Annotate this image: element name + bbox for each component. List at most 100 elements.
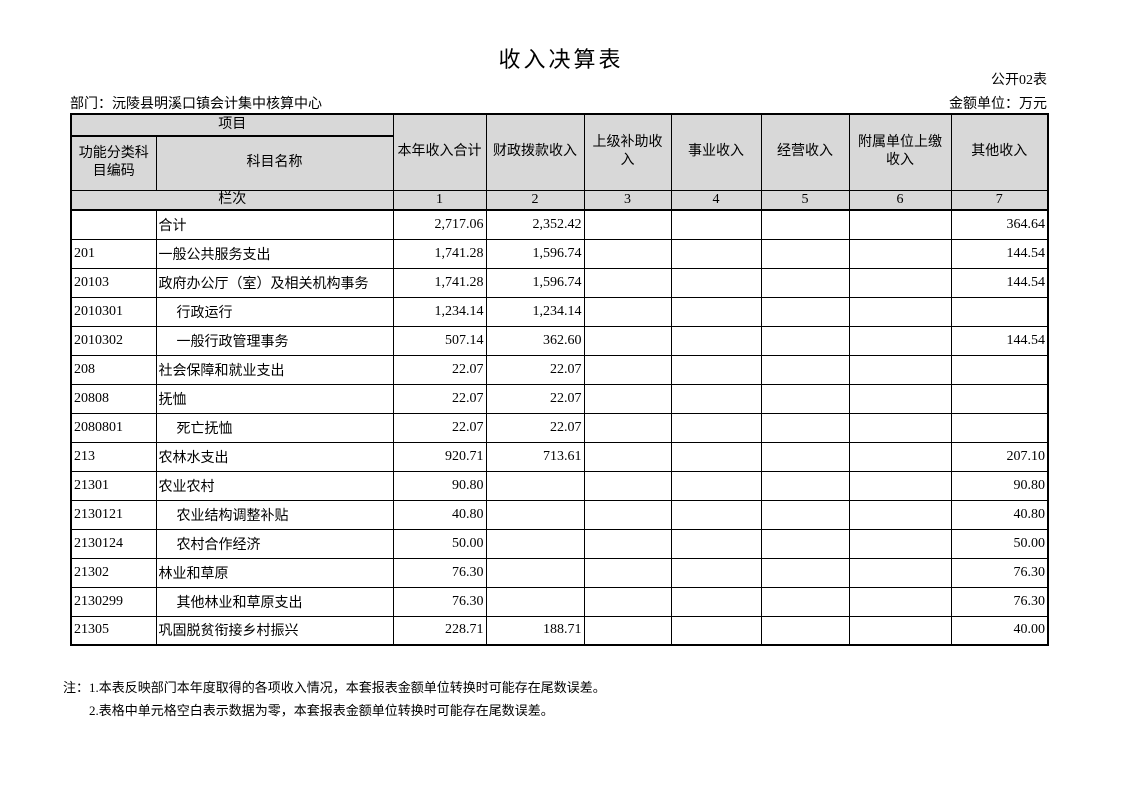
code-cell: 201 xyxy=(70,238,157,269)
code-cell: 21301 xyxy=(70,470,157,501)
value-cell: 2,352.42 xyxy=(485,209,585,240)
value-cell xyxy=(760,383,850,414)
code-cell: 21302 xyxy=(70,557,157,588)
code-cell: 21305 xyxy=(70,615,157,646)
value-cell xyxy=(848,470,952,501)
subject-cell: 政府办公厅（室）及相关机构事务 xyxy=(155,267,394,298)
value-cell xyxy=(670,267,762,298)
unit-label: 金额单位：万元 xyxy=(949,97,1047,112)
value-cell xyxy=(848,528,952,559)
value-cell: 22.07 xyxy=(392,383,487,414)
footnote-line: 1.本表反映部门本年度取得的各项收入情况，本套报表金额单位转换时可能存在尾数误差… xyxy=(89,680,606,695)
table-row: 20103 政府办公厅（室）及相关机构事务 1,741.28 1,596.74 … xyxy=(70,267,1049,298)
table-row: 2010301 行政运行 1,234.14 1,234.14 xyxy=(70,296,1049,327)
header-row-project: 项目 本年收入合计 财政拨款收入 上级补助收入 事业收入 经营收入 附属单位上缴… xyxy=(70,113,1049,191)
subject-cell: 农村合作经济 xyxy=(155,528,394,559)
value-cell xyxy=(670,499,762,530)
table-row: 21301 农业农村 90.80 90.80 xyxy=(70,470,1049,501)
value-cell: 22.07 xyxy=(485,354,585,385)
header-code: 功能分类科目编码 xyxy=(70,135,157,191)
table-row: 20808 抚恤 22.07 22.07 xyxy=(70,383,1049,414)
value-cell xyxy=(760,412,850,443)
value-cell xyxy=(583,441,672,472)
value-cell xyxy=(760,499,850,530)
value-cell xyxy=(583,383,672,414)
value-cell xyxy=(670,383,762,414)
value-cell: 50.00 xyxy=(950,528,1049,559)
table-row: 2080801 死亡抚恤 22.07 22.07 xyxy=(70,412,1049,443)
value-cell xyxy=(950,354,1049,385)
subject-cell: 行政运行 xyxy=(155,296,394,327)
header-col-number: 2 xyxy=(485,189,585,211)
subject-cell: 社会保障和就业支出 xyxy=(155,354,394,385)
value-cell: 22.07 xyxy=(485,383,585,414)
value-cell xyxy=(583,209,672,240)
value-cell xyxy=(848,296,952,327)
footnotes: 注： 1.本表反映部门本年度取得的各项收入情况，本套报表金额单位转换时可能存在尾… xyxy=(63,676,1082,722)
value-cell: 1,234.14 xyxy=(392,296,487,327)
header-col-number: 4 xyxy=(670,189,762,211)
value-cell: 40.00 xyxy=(950,615,1049,646)
value-cell: 507.14 xyxy=(392,325,487,356)
subject-cell: 死亡抚恤 xyxy=(155,412,394,443)
code-cell: 2130124 xyxy=(70,528,157,559)
value-cell xyxy=(950,296,1049,327)
value-cell xyxy=(583,296,672,327)
footnote-line: 2.表格中单元格空白表示数据为零，本套报表金额单位转换时可能存在尾数误差。 xyxy=(89,703,554,718)
value-cell xyxy=(760,296,850,327)
value-cell: 22.07 xyxy=(392,354,487,385)
code-cell: 20103 xyxy=(70,267,157,298)
subject-cell: 其他林业和草原支出 xyxy=(155,586,394,617)
value-cell: 207.10 xyxy=(950,441,1049,472)
value-cell xyxy=(848,238,952,269)
value-cell: 90.80 xyxy=(392,470,487,501)
value-cell xyxy=(670,238,762,269)
meta-row: 部门：沅陵县明溪口镇会计集中核算中心 金额单位：万元 xyxy=(70,93,1047,113)
value-cell xyxy=(485,557,585,588)
value-cell xyxy=(583,354,672,385)
subject-cell: 农业结构调整补贴 xyxy=(155,499,394,530)
value-cell xyxy=(848,586,952,617)
value-cell xyxy=(760,238,850,269)
value-cell xyxy=(760,325,850,356)
value-cell: 144.54 xyxy=(950,325,1049,356)
value-cell: 22.07 xyxy=(485,412,585,443)
table-row: 2010302 一般行政管理事务 507.14 362.60 144.54 xyxy=(70,325,1049,356)
table-row: 合计 2,717.06 2,352.42 364.64 xyxy=(70,209,1049,240)
subject-cell: 林业和草原 xyxy=(155,557,394,588)
value-cell xyxy=(670,528,762,559)
value-cell: 1,741.28 xyxy=(392,267,487,298)
value-cell: 1,596.74 xyxy=(485,238,585,269)
value-cell xyxy=(485,470,585,501)
value-cell xyxy=(760,209,850,240)
subject-cell: 巩固脱贫衔接乡村振兴 xyxy=(155,615,394,646)
value-cell xyxy=(583,557,672,588)
value-cell xyxy=(670,296,762,327)
value-cell xyxy=(583,238,672,269)
code-cell: 2130299 xyxy=(70,586,157,617)
value-cell xyxy=(670,354,762,385)
income-table: 项目 本年收入合计 财政拨款收入 上级补助收入 事业收入 经营收入 附属单位上缴… xyxy=(70,113,1049,646)
value-cell xyxy=(848,412,952,443)
value-cell xyxy=(583,499,672,530)
value-cell xyxy=(670,412,762,443)
value-cell xyxy=(670,615,762,646)
value-cell: 920.71 xyxy=(392,441,487,472)
header-col-superior-subsidy: 上级补助收入 xyxy=(583,113,672,191)
header-col-affiliated-remittance: 附属单位上缴收入 xyxy=(848,113,952,191)
footnote-lines: 1.本表反映部门本年度取得的各项收入情况，本套报表金额单位转换时可能存在尾数误差… xyxy=(89,676,606,722)
header-subject-name: 科目名称 xyxy=(155,135,394,191)
code-cell: 2010302 xyxy=(70,325,157,356)
value-cell xyxy=(583,412,672,443)
value-cell: 144.54 xyxy=(950,267,1049,298)
value-cell: 76.30 xyxy=(950,557,1049,588)
header-row-lanci: 栏次 1 2 3 4 5 6 7 xyxy=(70,189,1049,211)
header-col-number: 5 xyxy=(760,189,850,211)
header-col-number: 7 xyxy=(950,189,1049,211)
value-cell: 76.30 xyxy=(392,586,487,617)
code-cell: 2080801 xyxy=(70,412,157,443)
value-cell xyxy=(848,615,952,646)
value-cell xyxy=(848,383,952,414)
value-cell xyxy=(583,470,672,501)
